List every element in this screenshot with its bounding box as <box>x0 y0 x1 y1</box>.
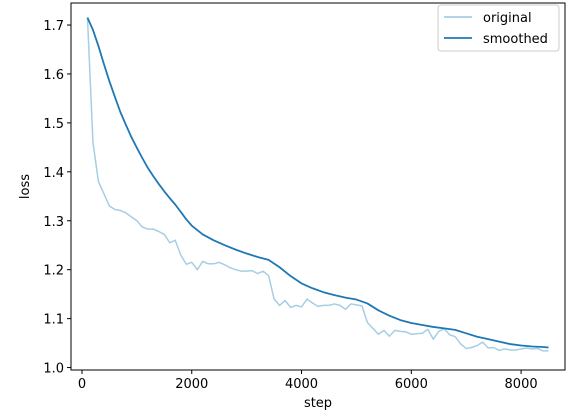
legend-label-smoothed: smoothed <box>483 32 548 47</box>
y-axis-label: loss <box>18 174 33 199</box>
y-tick-label: 1.0 <box>43 362 64 377</box>
y-tick-label: 1.4 <box>43 166 64 181</box>
y-tick-label: 1.5 <box>43 117 64 132</box>
x-tick-label: 0 <box>78 377 86 392</box>
y-tick-label: 1.7 <box>43 19 64 34</box>
x-axis-label: step <box>304 396 332 411</box>
y-tick-label: 1.2 <box>43 264 64 279</box>
plot-frame <box>70 2 566 371</box>
series-line-smoothed <box>86 17 549 349</box>
x-tick-label: 2000 <box>175 377 208 392</box>
legend-label-original: original <box>483 11 532 26</box>
y-tick-label: 1.6 <box>43 68 64 83</box>
series-layer <box>86 17 549 352</box>
y-axis: 1.0 1.1 1.2 1.3 1.4 1.5 1.6 1.7 <box>43 19 71 377</box>
x-axis: 0 2000 4000 6000 8000 <box>78 370 538 392</box>
legend: original smoothed <box>437 4 560 52</box>
x-tick-label: 8000 <box>505 377 538 392</box>
series-line-original <box>86 17 549 352</box>
x-tick-label: 6000 <box>395 377 428 392</box>
y-tick-label: 1.3 <box>43 215 64 230</box>
x-tick-label: 4000 <box>285 377 318 392</box>
y-tick-label: 1.1 <box>43 313 64 328</box>
